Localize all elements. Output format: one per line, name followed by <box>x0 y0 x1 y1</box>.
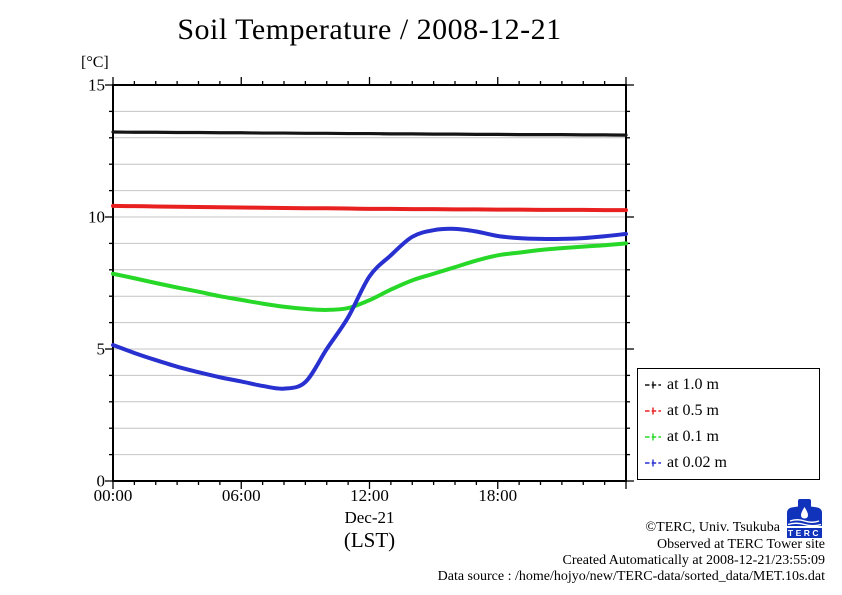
legend-label: at 0.5 m <box>667 402 719 419</box>
legend-item-0p5m: at 0.5 m <box>645 403 819 419</box>
created-at-text: Created Automatically at 2008-12-21/23:5… <box>562 553 825 568</box>
legend-item-0p02m: at 0.02 m <box>645 455 819 471</box>
observed-at-text: Observed at TERC Tower site <box>656 537 825 552</box>
legend-marker <box>645 407 661 415</box>
x-tick-label-0000: 00:00 <box>93 486 133 505</box>
x-axis-timezone-label: (LST) <box>343 528 396 552</box>
legend-label: at 0.1 m <box>667 428 719 445</box>
terc-logo-drop-icon <box>801 507 808 519</box>
x-tick-label-0600: 06:00 <box>221 486 261 505</box>
legend-item-1p0m: at 1.0 m <box>645 377 819 393</box>
legend-item-0p1m: at 0.1 m <box>645 429 819 445</box>
x-tick-label-1200: 12:00 <box>350 486 389 505</box>
y-tick-label-5: 5 <box>96 339 106 359</box>
y-tick-label-0: 0 <box>96 471 106 491</box>
data-source-text: Data source : /home/hojyo/new/TERC-data/… <box>437 569 825 584</box>
legend-label: at 0.02 m <box>667 454 727 471</box>
y-tick-label-15: 15 <box>88 75 105 95</box>
legend-box: at 1.0 m at 0.5 m at 0.1 m at 0.02 m <box>637 368 820 480</box>
legend-marker <box>645 433 661 441</box>
chart-title: Soil Temperature / 2008-12-21 <box>177 13 562 46</box>
x-tick-label-1800: 18:00 <box>478 486 518 505</box>
legend-marker <box>645 459 661 467</box>
y-tick-label-10: 10 <box>88 207 105 227</box>
copyright-text: ©TERC, Univ. Tsukuba <box>645 520 781 535</box>
terc-logo-text: TERC <box>788 528 821 538</box>
y-axis-unit-label: [°C] <box>81 54 109 71</box>
plot-area <box>105 77 634 489</box>
terc-logo: TERC <box>787 499 822 538</box>
legend-label: at 1.0 m <box>667 376 719 393</box>
legend-marker <box>645 381 661 389</box>
x-axis-date-label: Dec-21 <box>344 508 395 527</box>
